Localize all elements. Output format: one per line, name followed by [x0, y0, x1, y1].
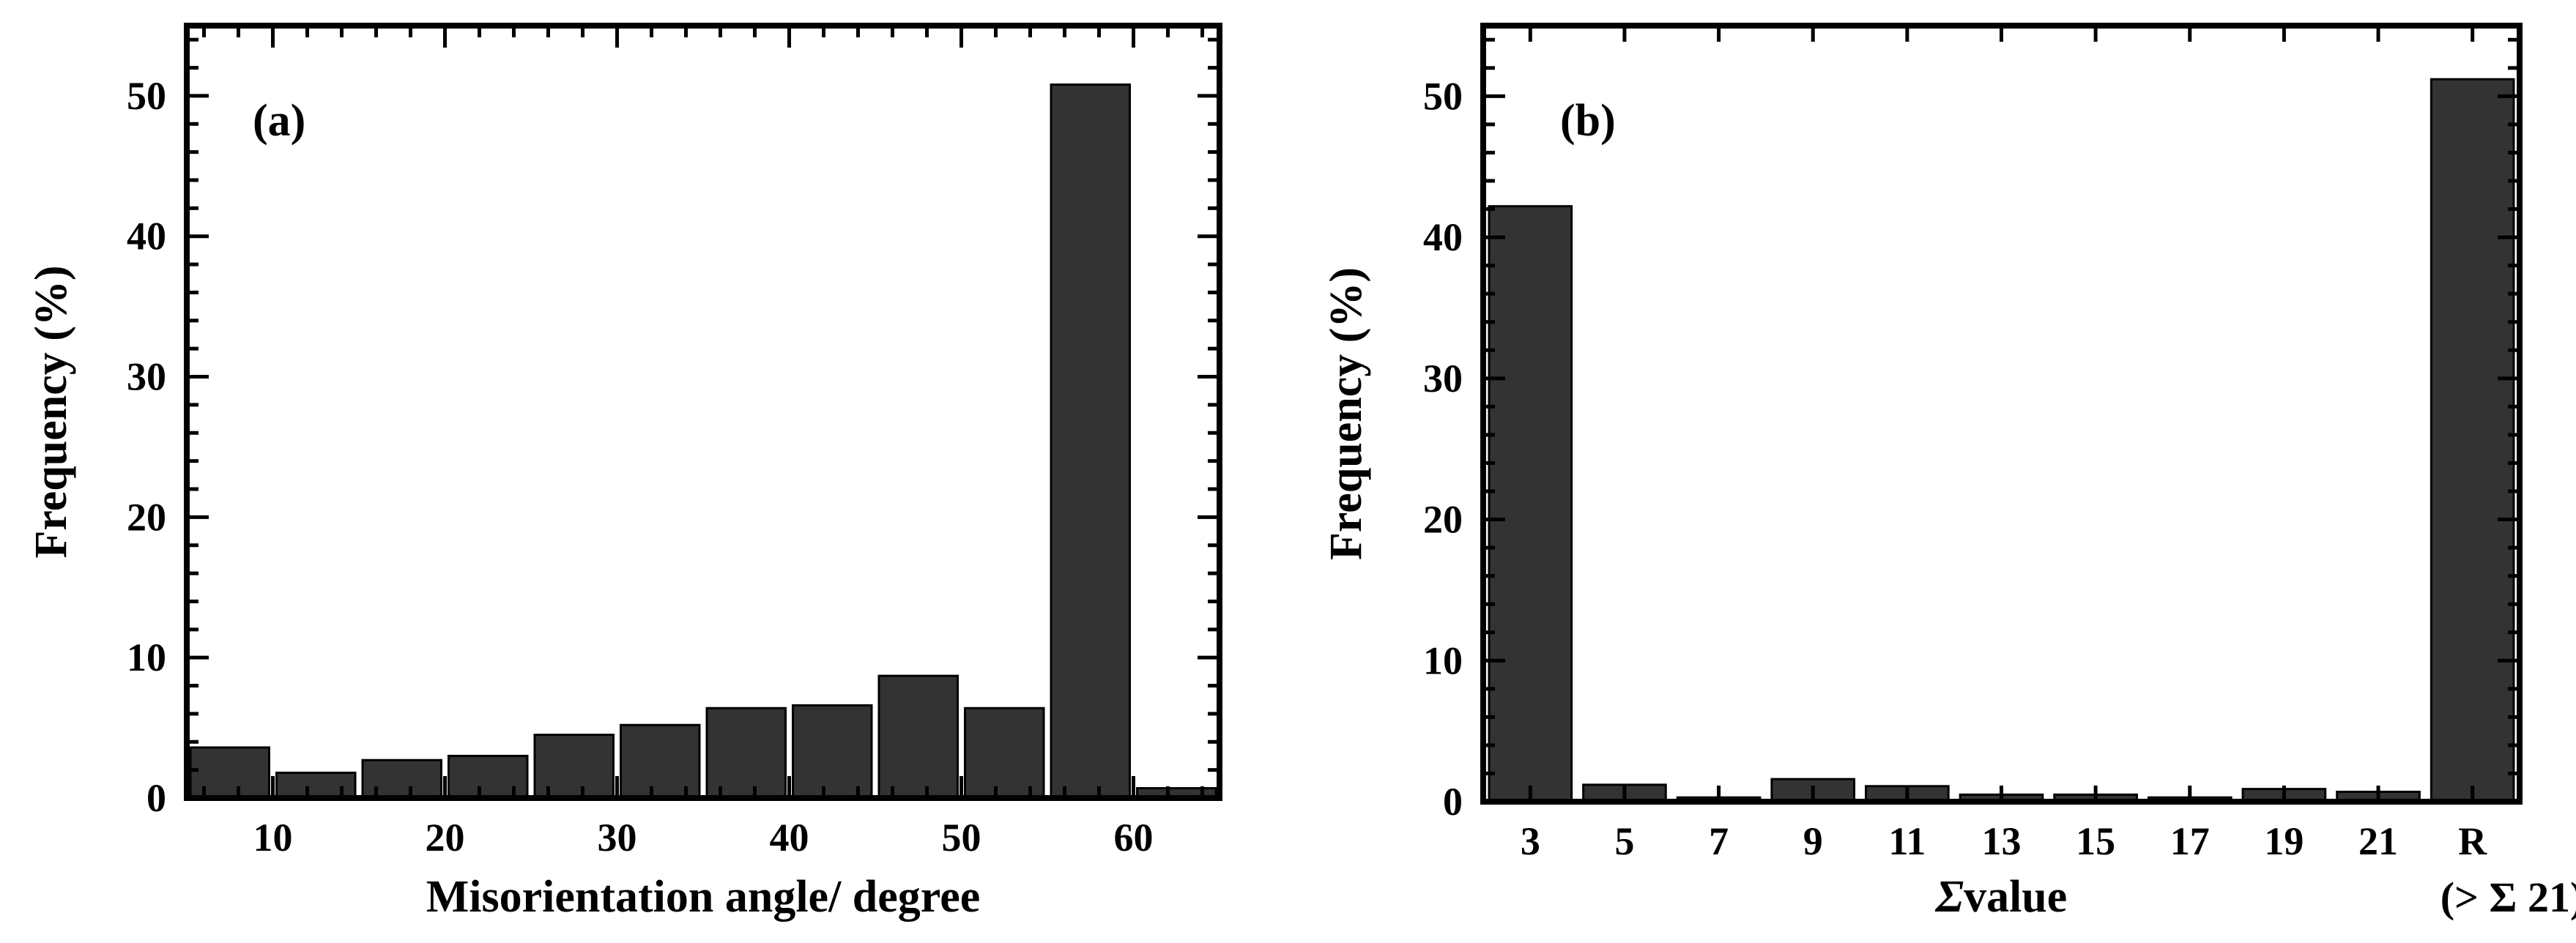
x-tick-label: 30: [598, 816, 637, 860]
panel-b-x-axis-title: Σvalue: [1934, 872, 2068, 922]
y-tick-label: 40: [1423, 215, 1463, 259]
x-tick-label: 13: [1982, 819, 2022, 863]
panel-b-frame: [1480, 23, 2523, 805]
bar-sigma-R: [2430, 78, 2515, 803]
x-tick-label: 40: [770, 816, 809, 860]
x-tick-label: 20: [426, 816, 465, 860]
bar-35-40: [705, 707, 787, 800]
sigma-symbol: Σ: [1934, 872, 1964, 922]
x-tick-label: 7: [1709, 819, 1729, 863]
x-tick-label: 10: [253, 816, 293, 860]
x-tick-label: 21: [2358, 819, 2398, 863]
panel-b-label: (b): [1560, 96, 1616, 146]
x-tick-label: 11: [1888, 819, 1926, 863]
y-tick-label: 30: [127, 355, 166, 399]
x-axis-title-text: value: [1964, 872, 2067, 922]
x-tick-label: 5: [1614, 819, 1634, 863]
x-tick-label: 60: [1114, 816, 1154, 860]
y-tick-label: 20: [1423, 498, 1463, 542]
panel-a-y-axis-title: Frequency (%): [26, 265, 76, 558]
x-tick-label: 50: [942, 816, 981, 860]
y-tick-label: 0: [1443, 780, 1463, 824]
y-tick-label: 20: [127, 495, 166, 539]
panel-a-label: (a): [253, 96, 305, 146]
panel-b-bars: [1488, 78, 2515, 803]
x-tick-label: 15: [2076, 819, 2115, 863]
panel-a-bars: [189, 83, 1217, 800]
bar-45-50: [877, 674, 959, 800]
x-tick-label: 9: [1803, 819, 1823, 863]
y-tick-label: 50: [127, 74, 166, 118]
x-tick-label: R: [2458, 819, 2487, 863]
bar-55-60: [1050, 83, 1131, 800]
panel-b-y-axis-title: Frequency (%): [1321, 267, 1371, 560]
bar-50-55: [964, 707, 1045, 800]
x-tick-label: 17: [2170, 819, 2210, 863]
panel-a-frame: [184, 23, 1222, 801]
x-tick-label: 3: [1521, 819, 1540, 863]
y-tick-label: 10: [1423, 638, 1463, 682]
y-tick-label: 40: [127, 215, 166, 258]
y-tick-label: 0: [146, 776, 166, 820]
bar-40-45: [792, 704, 873, 800]
x-tick-label: 19: [2264, 819, 2304, 863]
bar-sigma-9: [1770, 778, 1856, 803]
panel-a-x-axis-title: Misorientation angle/ degree: [426, 872, 981, 922]
y-tick-label: 30: [1423, 357, 1463, 400]
panel-b-ticks: 0 10 20 30 40 50 3 5 7 9 11 13 15 17 19 21 R: [1423, 26, 2520, 863]
y-tick-label: 50: [1423, 74, 1463, 118]
bar-30-35: [620, 723, 701, 800]
panel-b-random-note: (> Σ 21): [2440, 873, 2576, 921]
panel-a-histogram: 0 10 20 30 40 50 10 20 30 40 50 60 (a) Misorientati…: [26, 23, 1222, 922]
bar-sigma-3: [1488, 205, 1573, 803]
y-tick-label: 10: [127, 636, 166, 679]
